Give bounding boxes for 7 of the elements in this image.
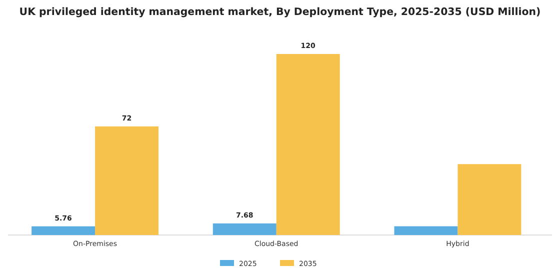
bar [95, 126, 159, 235]
chart-title: UK privileged identity management market, By Deployment Type, 2025-2035 (USD Million) [19, 7, 541, 18]
bar [276, 54, 340, 235]
bar [458, 164, 522, 235]
bar [212, 223, 276, 235]
bar [394, 226, 458, 235]
bar [32, 226, 96, 235]
